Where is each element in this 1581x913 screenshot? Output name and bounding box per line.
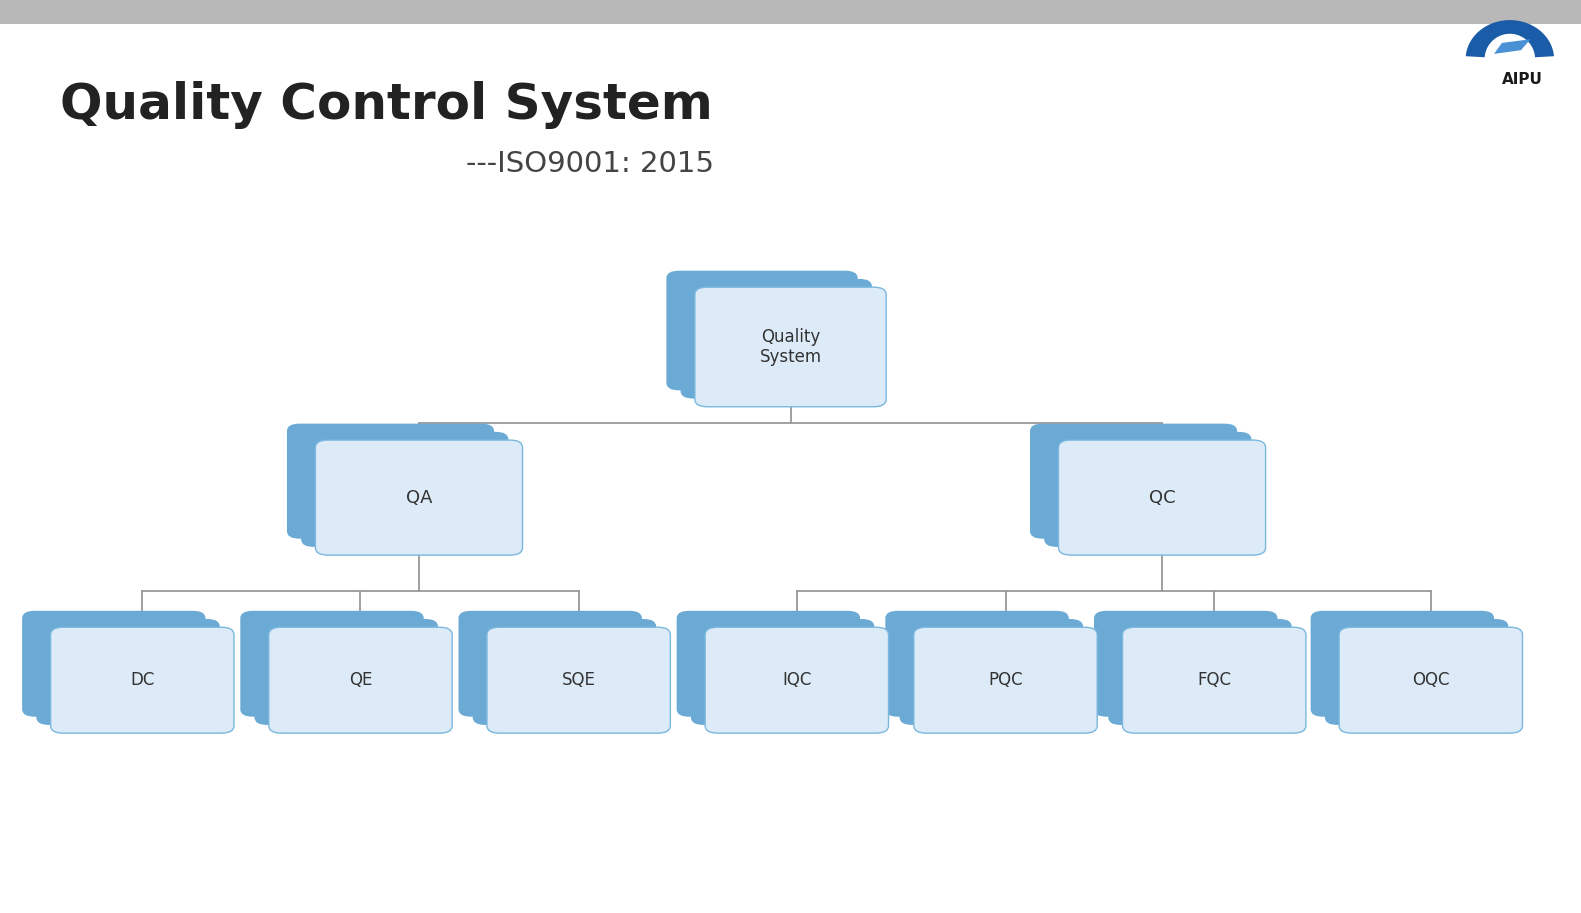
FancyBboxPatch shape: [667, 271, 857, 391]
FancyBboxPatch shape: [1094, 611, 1277, 717]
FancyBboxPatch shape: [1043, 432, 1252, 547]
Text: QA: QA: [406, 488, 432, 507]
FancyBboxPatch shape: [300, 432, 509, 547]
FancyBboxPatch shape: [680, 279, 873, 399]
FancyBboxPatch shape: [1059, 440, 1265, 555]
FancyBboxPatch shape: [1123, 627, 1306, 733]
Text: OQC: OQC: [1412, 671, 1450, 689]
Text: Quality Control System: Quality Control System: [60, 81, 713, 129]
FancyBboxPatch shape: [885, 611, 1069, 717]
Text: QE: QE: [349, 671, 372, 689]
Text: Quality
System: Quality System: [759, 328, 822, 366]
FancyBboxPatch shape: [487, 627, 670, 733]
FancyBboxPatch shape: [900, 619, 1083, 725]
FancyBboxPatch shape: [316, 440, 522, 555]
Bar: [0, 0, 1581, 24]
FancyBboxPatch shape: [269, 627, 452, 733]
FancyBboxPatch shape: [240, 611, 424, 717]
Text: QC: QC: [1149, 488, 1175, 507]
FancyBboxPatch shape: [473, 619, 656, 725]
Text: IQC: IQC: [783, 671, 811, 689]
FancyBboxPatch shape: [914, 627, 1097, 733]
FancyBboxPatch shape: [1108, 619, 1292, 725]
FancyBboxPatch shape: [36, 619, 220, 725]
Text: ---ISO9001: 2015: ---ISO9001: 2015: [466, 151, 715, 178]
Text: PQC: PQC: [988, 671, 1023, 689]
FancyBboxPatch shape: [51, 627, 234, 733]
FancyBboxPatch shape: [1339, 627, 1523, 733]
FancyBboxPatch shape: [691, 619, 874, 725]
FancyBboxPatch shape: [1325, 619, 1508, 725]
Text: SQE: SQE: [561, 671, 596, 689]
Polygon shape: [1494, 39, 1530, 54]
Text: FQC: FQC: [1197, 671, 1232, 689]
FancyBboxPatch shape: [255, 619, 438, 725]
FancyBboxPatch shape: [458, 611, 642, 717]
FancyBboxPatch shape: [22, 611, 206, 717]
Text: DC: DC: [130, 671, 155, 689]
Polygon shape: [1466, 20, 1554, 58]
Text: AIPU: AIPU: [1502, 72, 1543, 87]
FancyBboxPatch shape: [696, 287, 885, 407]
FancyBboxPatch shape: [705, 627, 889, 733]
FancyBboxPatch shape: [1031, 424, 1236, 539]
FancyBboxPatch shape: [1311, 611, 1494, 717]
FancyBboxPatch shape: [288, 424, 493, 539]
FancyBboxPatch shape: [677, 611, 860, 717]
